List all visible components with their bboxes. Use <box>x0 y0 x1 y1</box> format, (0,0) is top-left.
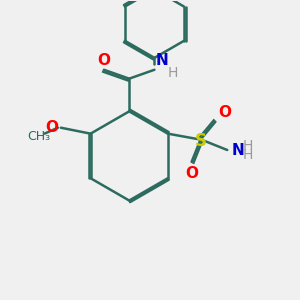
Text: S: S <box>194 132 206 150</box>
Text: O: O <box>46 120 59 135</box>
Text: H: H <box>243 148 253 162</box>
Text: H: H <box>243 140 253 153</box>
Text: O: O <box>218 105 231 120</box>
Text: H: H <box>168 66 178 80</box>
Text: CH₃: CH₃ <box>27 130 50 143</box>
Text: N: N <box>232 142 244 158</box>
Text: N: N <box>156 53 169 68</box>
Text: O: O <box>185 166 198 181</box>
Text: O: O <box>98 53 110 68</box>
